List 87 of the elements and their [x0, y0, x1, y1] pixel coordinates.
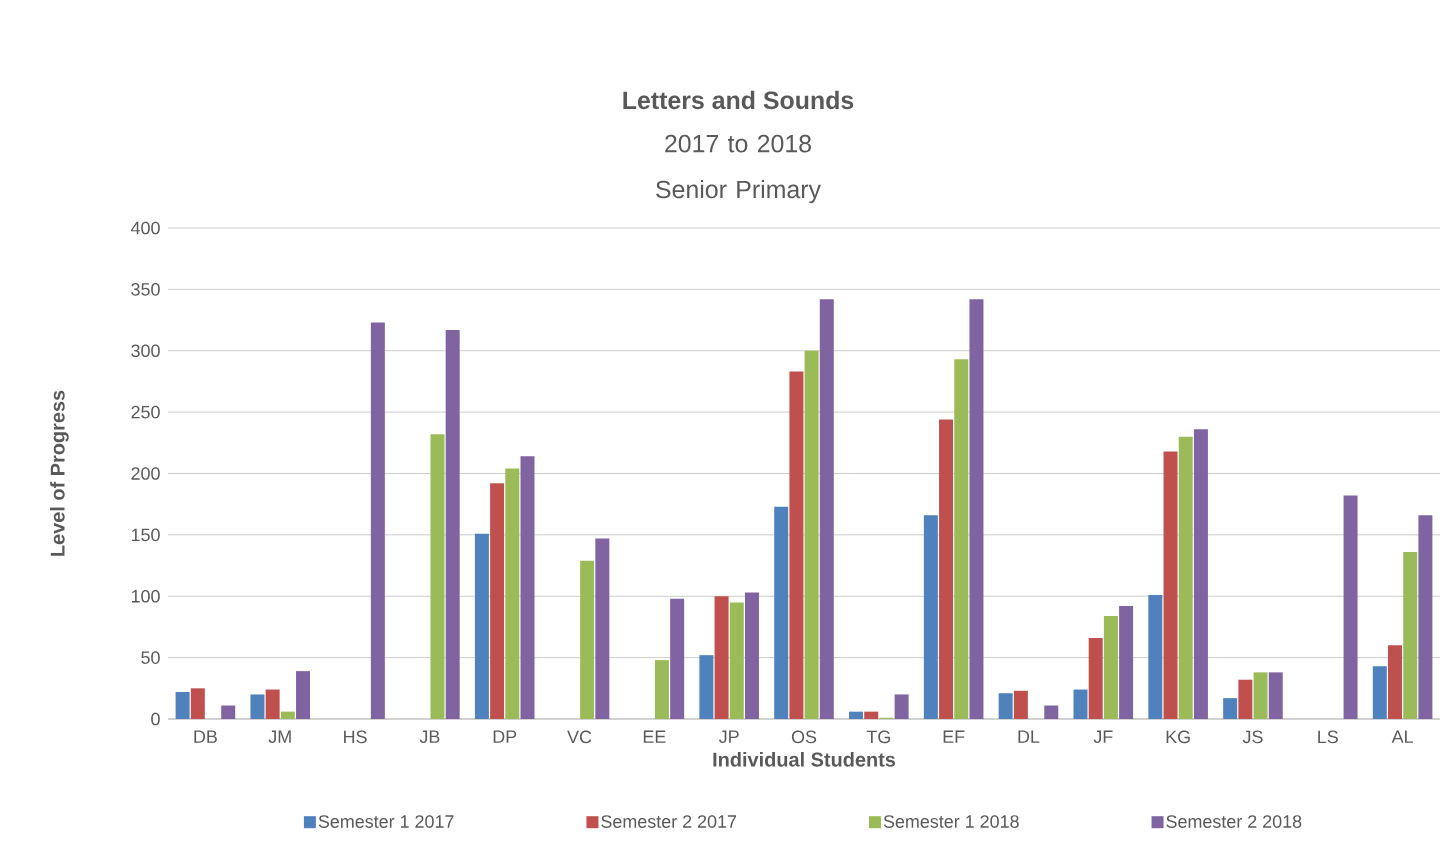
bar: [670, 598, 685, 719]
bar: [894, 694, 909, 719]
bar: [923, 515, 938, 719]
bar: [445, 329, 460, 719]
bar: [1088, 637, 1103, 719]
legend-label: Semester 2 2017: [601, 815, 737, 828]
bar: [1163, 451, 1178, 719]
bar: [296, 671, 311, 719]
x-axis-title: Individual Students: [713, 752, 896, 767]
bar: [819, 299, 834, 719]
x-tick-label: JS: [1242, 730, 1263, 744]
bar: [1268, 672, 1283, 719]
y-tick-label: 100: [131, 589, 160, 603]
bar: [1238, 679, 1253, 719]
bar: [954, 359, 969, 719]
x-tick-label: DL: [1018, 730, 1040, 743]
legend-label: Semester 2 2018: [1166, 815, 1302, 828]
x-tick-label: VC: [567, 730, 592, 744]
bar: [280, 711, 295, 719]
bar: [1193, 429, 1208, 719]
bar: [969, 299, 984, 719]
x-tick-label: DP: [493, 730, 517, 743]
chart-title: Letters and Sounds: [623, 90, 854, 110]
bar: [998, 693, 1013, 719]
bar: [580, 560, 595, 719]
x-tick-label: DB: [194, 730, 217, 743]
bar: [1148, 595, 1163, 719]
y-tick-label: 250: [131, 405, 160, 419]
x-tick-label: OS: [791, 730, 817, 744]
bar: [849, 711, 864, 719]
bar: [221, 705, 236, 719]
x-tick-label: EE: [643, 730, 666, 743]
bar: [1223, 698, 1238, 719]
bar: [744, 592, 759, 719]
bar: [1403, 552, 1418, 719]
y-tick-label: 200: [131, 467, 160, 480]
x-tick-label: KG: [1166, 730, 1190, 744]
bar: [864, 711, 879, 719]
y-axis-title: Level of Progress: [50, 390, 69, 556]
y-tick-label: 0: [151, 712, 160, 726]
bar: [654, 660, 669, 719]
bar: [190, 688, 205, 719]
bar: [474, 533, 489, 719]
bar: [430, 434, 445, 719]
y-tick-label: 50: [141, 651, 160, 664]
bar: [1388, 645, 1402, 719]
bar: [939, 419, 954, 719]
bar: [1343, 495, 1358, 719]
bar: [699, 655, 714, 719]
bar: [1013, 690, 1028, 719]
bar: [490, 483, 505, 719]
bar: [804, 350, 819, 719]
x-tick-label: JB: [419, 730, 440, 744]
legend-label: Semester 1 2017: [318, 815, 454, 828]
bar: [1073, 689, 1088, 719]
bar: [1418, 515, 1433, 719]
bar: [505, 468, 520, 719]
bar: [370, 322, 385, 719]
legend-label: Semester 1 2018: [883, 815, 1019, 828]
x-tick-label: EF: [943, 730, 965, 743]
x-tick-label: JM: [268, 730, 291, 744]
bar: [714, 596, 729, 719]
bar: [1253, 672, 1268, 719]
bar: [789, 371, 804, 719]
x-tick-label: TG: [866, 730, 890, 744]
x-tick-label: HS: [344, 730, 367, 744]
bar: [729, 602, 744, 719]
y-tick-label: 350: [131, 283, 160, 296]
bar: [1178, 436, 1193, 719]
bar: [250, 694, 265, 719]
bar: [1103, 615, 1118, 719]
bar: [1372, 666, 1387, 719]
y-tick-label: 400: [130, 221, 160, 235]
x-tick-label: JP: [719, 730, 739, 744]
x-tick-label: LS: [1318, 730, 1338, 744]
bar: [265, 689, 280, 719]
bar: [175, 692, 190, 719]
x-tick-label: JF: [1093, 730, 1113, 744]
bar: [520, 456, 535, 719]
bar: [1119, 606, 1134, 719]
y-tick-label: 300: [131, 344, 160, 358]
bar: [1044, 705, 1059, 719]
y-tick-label: 150: [131, 528, 160, 542]
chart-subtitle: 2017 to 2018 Senior Primary: [656, 134, 821, 204]
bar: [774, 506, 789, 719]
x-tick-label: AL: [1391, 730, 1413, 743]
bar: [595, 538, 610, 719]
